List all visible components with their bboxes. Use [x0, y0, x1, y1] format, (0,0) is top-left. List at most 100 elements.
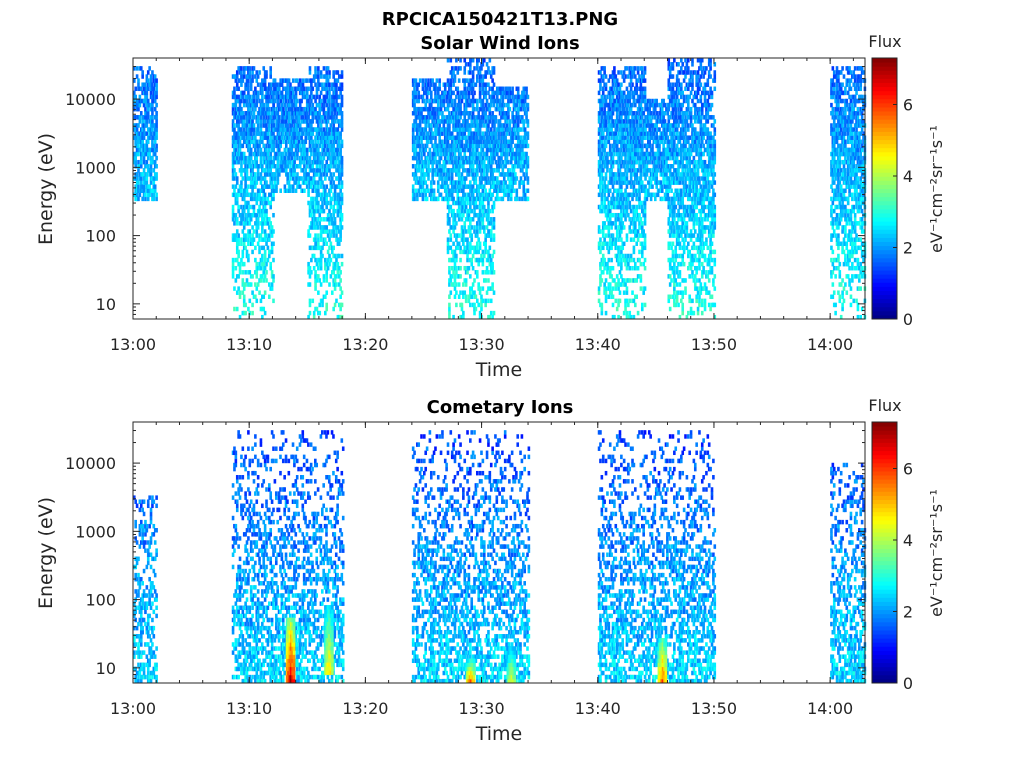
- heatmap-cell: [450, 98, 454, 104]
- heatmap-cell: [249, 111, 253, 116]
- heatmap-cell: [484, 74, 487, 79]
- heatmap-cell: [324, 94, 327, 100]
- heatmap-cell: [240, 257, 243, 263]
- heatmap-cell: [485, 225, 489, 230]
- heatmap-cell: [297, 147, 301, 153]
- heatmap-cell: [491, 90, 494, 96]
- heatmap-cell: [296, 115, 299, 120]
- heatmap-cell: [272, 155, 276, 161]
- heatmap-cell: [423, 98, 426, 104]
- heatmap-cell: [231, 217, 235, 222]
- heatmap-cell: [265, 86, 268, 92]
- heatmap-cell: [434, 98, 437, 104]
- heatmap-cell: [152, 135, 156, 140]
- heatmap-cell: [509, 188, 513, 193]
- heatmap-cell: [421, 147, 425, 153]
- heatmap-cell: [601, 168, 605, 173]
- heatmap-cell: [293, 102, 296, 108]
- heatmap-cell: [463, 221, 467, 226]
- heatmap-cell: [434, 106, 437, 112]
- heatmap-cell: [603, 102, 606, 108]
- heatmap-cell: [475, 249, 479, 255]
- heatmap-cell: [145, 98, 149, 104]
- heatmap-cell: [318, 261, 322, 267]
- heatmap-cell: [413, 106, 416, 112]
- heatmap-cell: [613, 86, 616, 92]
- heatmap-cell: [328, 94, 331, 100]
- heatmap-cell: [289, 86, 292, 92]
- heatmap-cell: [493, 123, 496, 128]
- heatmap-cell: [235, 196, 239, 202]
- heatmap-cell: [608, 123, 612, 128]
- heatmap-cell: [268, 225, 271, 230]
- heatmap-cell: [427, 90, 430, 96]
- heatmap-cell: [291, 164, 295, 169]
- heatmap-cell: [304, 127, 308, 132]
- heatmap-cell: [456, 159, 460, 165]
- heatmap-cell: [470, 164, 474, 169]
- heatmap-cell: [340, 253, 344, 259]
- heatmap-cell: [135, 66, 139, 71]
- heatmap-cell: [336, 204, 340, 210]
- heatmap-cell: [237, 115, 240, 120]
- heatmap-cell: [322, 274, 326, 279]
- heatmap-cell: [234, 212, 238, 218]
- heatmap-cell: [272, 192, 275, 198]
- heatmap-cell: [617, 302, 620, 308]
- heatmap-cell: [283, 119, 287, 124]
- heatmap-cell: [315, 86, 319, 92]
- heatmap-cell: [261, 261, 264, 267]
- heatmap-cell: [259, 196, 263, 202]
- heatmap-cell: [310, 111, 313, 116]
- heatmap-cell: [280, 159, 284, 165]
- heatmap-cell: [439, 102, 443, 108]
- heatmap-cell: [332, 159, 335, 165]
- heatmap-cell: [318, 98, 322, 104]
- heatmap-cell: [439, 192, 443, 198]
- heatmap-cell: [467, 131, 471, 136]
- heatmap-cell: [146, 168, 150, 173]
- heatmap-cell: [326, 233, 330, 238]
- heatmap-cell: [325, 278, 329, 283]
- heatmap-cell: [478, 208, 482, 214]
- heatmap-cell: [453, 168, 457, 173]
- heatmap-cell: [152, 168, 156, 173]
- heatmap-cell: [411, 98, 415, 104]
- heatmap-cell: [241, 155, 245, 161]
- heatmap-cell: [134, 139, 137, 145]
- heatmap-cell: [604, 159, 608, 165]
- heatmap-cell: [493, 176, 496, 181]
- heatmap-cell: [322, 94, 326, 100]
- heatmap-cell: [456, 233, 460, 238]
- heatmap-cell: [263, 172, 267, 177]
- heatmap-cell: [337, 274, 341, 279]
- heatmap-cell: [450, 168, 454, 173]
- heatmap-cell: [464, 298, 468, 304]
- heatmap-cell: [487, 233, 490, 238]
- heatmap-cell: [280, 164, 284, 169]
- heatmap-cell: [240, 143, 243, 149]
- heatmap-cell: [457, 78, 461, 83]
- heatmap-cell: [525, 94, 528, 100]
- heatmap-cell: [298, 147, 302, 153]
- heatmap-cell: [261, 106, 264, 112]
- heatmap-cell: [473, 204, 476, 210]
- heatmap-cell: [478, 314, 482, 320]
- heatmap-cell: [459, 111, 462, 116]
- heatmap-cell: [332, 270, 335, 275]
- heatmap-cell: [336, 314, 340, 320]
- heatmap-cell: [518, 184, 521, 189]
- heatmap-cell: [498, 143, 502, 149]
- heatmap-cell: [333, 111, 337, 116]
- heatmap-cell: [463, 176, 467, 181]
- heatmap-cell: [613, 131, 616, 136]
- heatmap-cell: [328, 208, 331, 214]
- heatmap-cell: [234, 111, 238, 116]
- heatmap-cell: [259, 139, 263, 145]
- heatmap-cell: [455, 159, 458, 165]
- heatmap-cell: [255, 274, 259, 279]
- heatmap-cell: [336, 184, 340, 189]
- heatmap-cell: [337, 131, 341, 136]
- heatmap-cell: [414, 90, 418, 96]
- heatmap-cell: [268, 159, 271, 165]
